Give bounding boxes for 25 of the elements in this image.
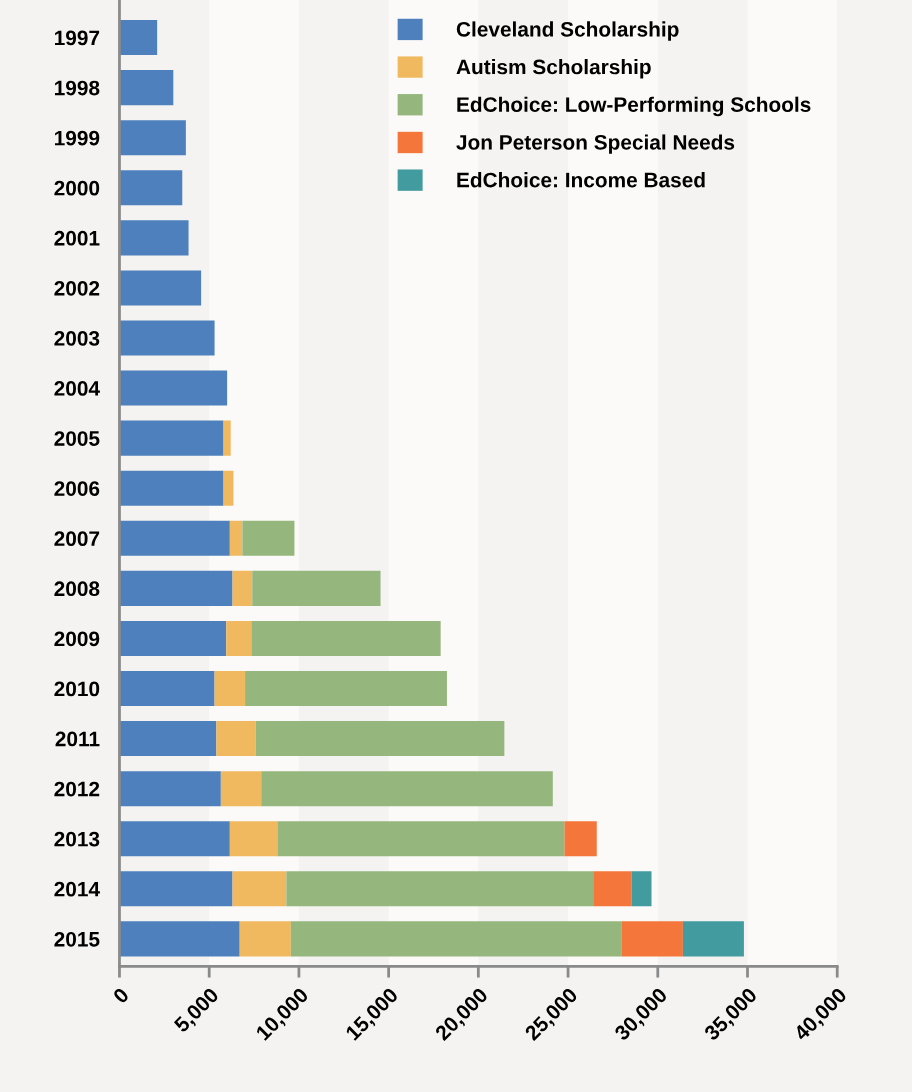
y-tick-label: 2012 [54,781,100,797]
y-tick-label: 2002 [54,280,100,296]
legend-label: Cleveland Scholarship [456,21,679,41]
y-tick-label: 2004 [54,381,100,396]
y-tick-label: 2014 [54,881,100,897]
legend-label: EdChoice: Low-Performing Schools [457,96,811,117]
x-tick-label: 0 [112,986,130,1005]
y-tick-label: 2013 [54,831,100,847]
legend-label: Jon Peterson Special Needs [456,134,735,154]
y-tick-label: 1998 [55,80,100,96]
y-tick-label: 2003 [54,331,100,346]
y-tick-label: 2006 [54,481,100,496]
y-tick-label: 2009 [54,631,100,647]
y-tick-label: 2001 [54,230,100,246]
y-tick-label: 2008 [54,581,100,597]
y-tick-label: 2007 [54,531,100,547]
y-tick-label: 2005 [54,431,100,446]
y-tick-label: 1997 [55,30,100,46]
legend-label: EdChoice: Income Based [457,172,705,188]
legend-label: Autism Scholarship [456,59,651,79]
y-tick-label: 2000 [54,180,100,196]
y-tick-label: 2015 [54,931,100,947]
y-tick-label: 2011 [55,731,100,747]
y-tick-label: 1999 [55,130,100,146]
y-tick-label: 2010 [54,681,100,697]
